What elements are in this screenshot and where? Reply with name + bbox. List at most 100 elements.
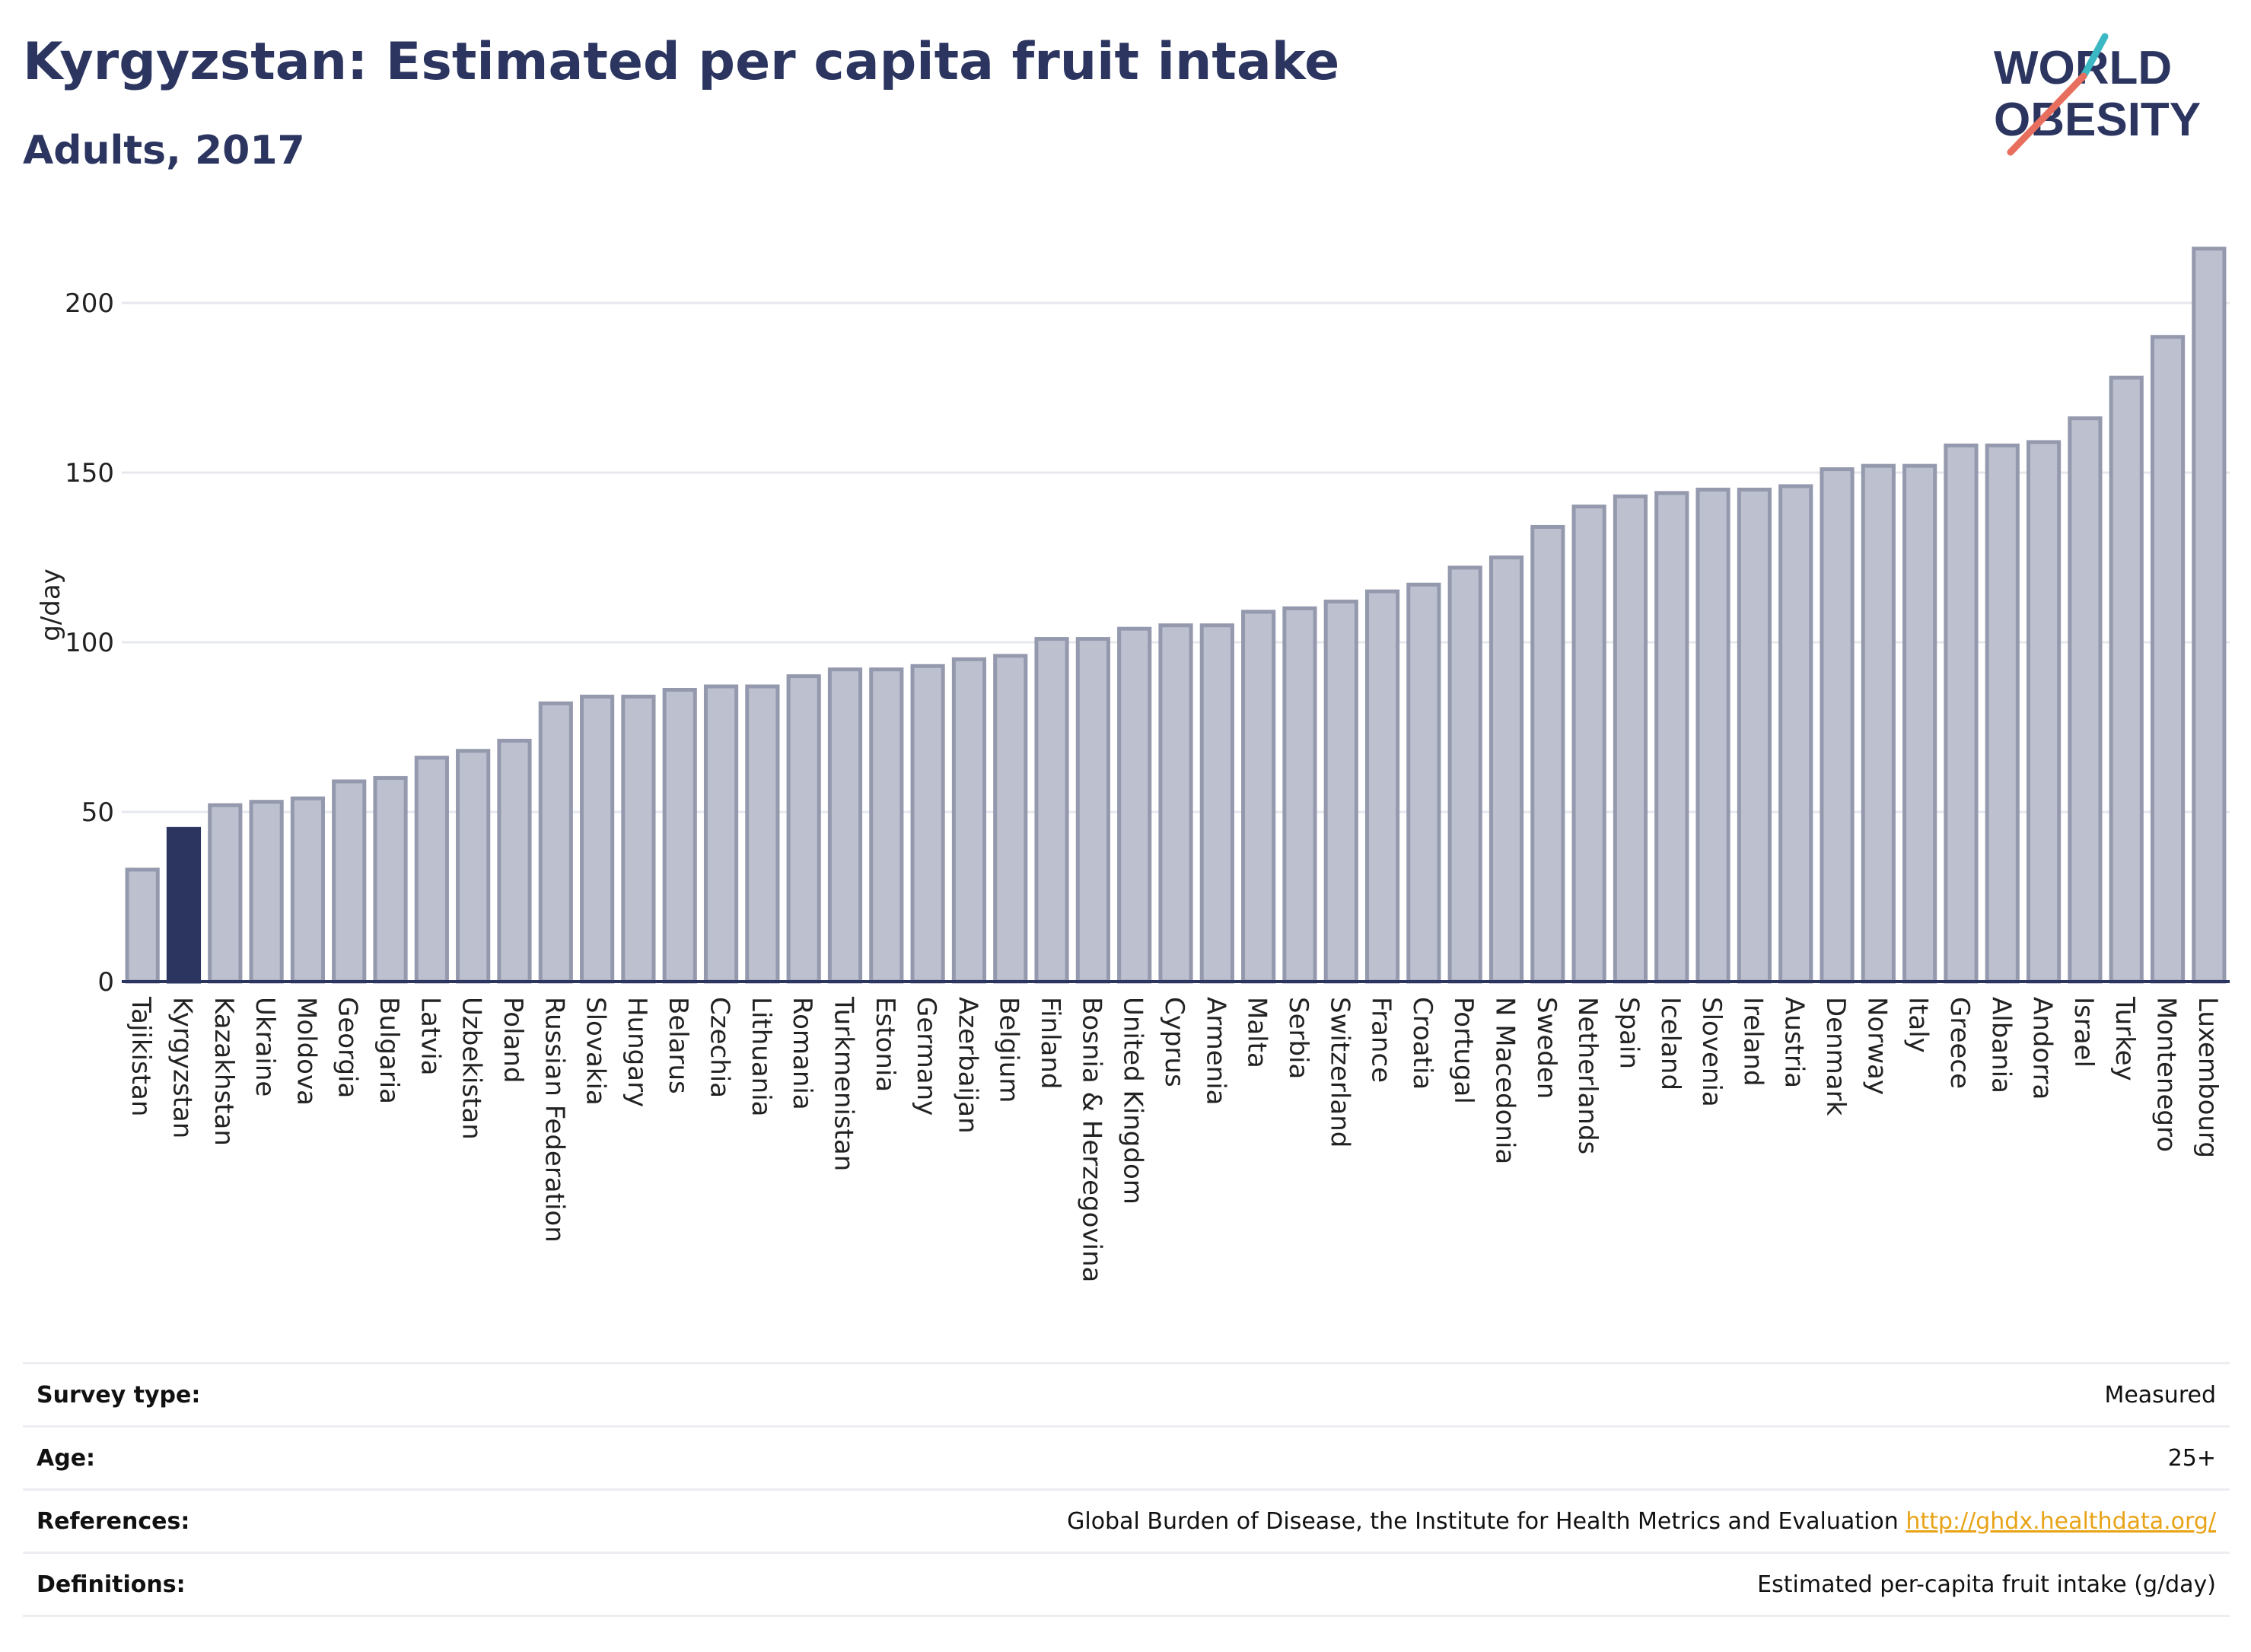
- bar: [869, 667, 904, 984]
- chart-subtitle: Adults, 2017: [23, 128, 305, 173]
- bar: [1199, 623, 1234, 984]
- x-tick-label: Germany: [911, 997, 941, 1116]
- bar: [125, 867, 160, 984]
- bar: [1861, 463, 1896, 984]
- bar: [2150, 335, 2186, 984]
- bar: [2026, 440, 2062, 984]
- x-tick-label: Croatia: [1407, 997, 1438, 1090]
- x-tick-label: Norway: [1861, 997, 1892, 1095]
- x-tick-label: Cyprus: [1159, 997, 1189, 1087]
- bar: [910, 664, 945, 984]
- info-value: Global Burden of Disease, the Institute …: [494, 1490, 2230, 1553]
- x-tick-label: Ireland: [1737, 997, 1768, 1087]
- bar: [1571, 505, 1606, 984]
- bar: [1158, 623, 1193, 984]
- x-tick-label: Malta: [1242, 997, 1272, 1068]
- bar: [538, 701, 573, 984]
- info-value-text: Global Burden of Disease, the Institute …: [1067, 1507, 1899, 1535]
- x-tick-label: Luxembourg: [2192, 997, 2223, 1158]
- bar: [1364, 589, 1400, 984]
- x-tick-label: Turkey: [2109, 996, 2140, 1081]
- y-tick-label: 100: [65, 628, 114, 658]
- chart-title: Kyrgyzstan: Estimated per capita fruit i…: [23, 32, 1340, 92]
- x-tick-label: Albania: [1985, 997, 2016, 1093]
- bar: [1902, 463, 1937, 984]
- bar: [166, 826, 202, 984]
- bar: [2068, 416, 2103, 984]
- bar: [1117, 626, 1152, 984]
- bar: [208, 803, 243, 984]
- x-tick-label: Hungary: [622, 997, 652, 1107]
- info-row-survey-type: Survey type: Measured: [23, 1363, 2230, 1427]
- info-row-definitions: Definitions: Estimated per-capita fruit …: [23, 1552, 2230, 1616]
- x-tick-label: Portugal: [1448, 997, 1479, 1104]
- x-tick-label: Tajikistan: [126, 996, 156, 1116]
- bar: [580, 694, 615, 984]
- bar: [1613, 494, 1648, 984]
- x-tick-label: Lithuania: [746, 997, 776, 1116]
- x-tick-label: Finland: [1035, 997, 1065, 1090]
- info-value-text: Measured: [2104, 1381, 2216, 1408]
- info-row-age: Age: 25+: [23, 1426, 2230, 1490]
- bar: [827, 667, 863, 984]
- x-tick-label: Iceland: [1655, 997, 1686, 1090]
- info-value: 25+: [494, 1427, 2230, 1490]
- x-tick-label: Russian Federation: [539, 997, 569, 1243]
- x-tick-label: Serbia: [1283, 997, 1313, 1079]
- x-tick-label: Georgia: [333, 997, 363, 1098]
- x-tick-label: Denmark: [1820, 997, 1851, 1116]
- bar: [1737, 487, 1772, 984]
- bar: [1323, 600, 1358, 984]
- bar: [1820, 467, 1855, 984]
- bar: [1075, 637, 1110, 984]
- reference-link[interactable]: http://ghdx.healthdata.org/: [1906, 1507, 2216, 1535]
- y-tick-label: 150: [65, 458, 114, 489]
- x-tick-label: Poland: [498, 997, 528, 1084]
- bar: [951, 657, 987, 984]
- x-tick-label: Estonia: [870, 997, 900, 1092]
- x-tick-label: Czechia: [705, 997, 735, 1098]
- x-tick-label: Armenia: [1200, 997, 1231, 1106]
- x-tick-label: Andorra: [2027, 997, 2058, 1100]
- logo-slash-salmon: [2007, 72, 2087, 156]
- x-tick-label: Latvia: [415, 997, 445, 1076]
- x-tick-label: Switzerland: [1324, 997, 1355, 1147]
- bar: [786, 674, 821, 984]
- bar: [993, 654, 1028, 984]
- bar: [703, 684, 739, 984]
- y-axis-label: g/day: [36, 568, 66, 641]
- bar: [662, 687, 697, 984]
- info-label: Age:: [37, 1444, 96, 1472]
- bar: [373, 775, 408, 984]
- info-label: Definitions:: [37, 1571, 186, 1598]
- bar: [1447, 565, 1482, 984]
- bar: [1241, 610, 1276, 984]
- bar: [1778, 484, 1813, 984]
- x-tick-label: Kazakhstan: [209, 997, 239, 1146]
- logo-line-world: WORLD: [1994, 42, 2172, 94]
- info-table: Survey type: Measured Age: 25+ Reference…: [23, 1362, 2230, 1617]
- x-tick-label: Uzbekistan: [457, 997, 487, 1140]
- info-row-references: References: Global Burden of Disease, th…: [23, 1489, 2230, 1553]
- bar: [745, 684, 780, 984]
- x-tick-label: Montenegro: [2151, 997, 2182, 1152]
- bar: [2192, 247, 2227, 984]
- x-tick-label: Ukraine: [250, 997, 280, 1097]
- world-obesity-logo: WORLD OBESITY: [1994, 33, 2201, 156]
- info-label: Survey type:: [37, 1381, 201, 1408]
- bar: [1654, 491, 1689, 984]
- x-tick-label: Greece: [1944, 997, 1975, 1089]
- bar-chart: 0 50 100 150 200 g/day Tajikistan Kyrgyzstan Kaz…: [36, 247, 2230, 1282]
- info-value: Measured: [494, 1364, 2230, 1427]
- info-label: References:: [37, 1507, 190, 1535]
- y-tick-label: 50: [81, 797, 114, 828]
- bar: [1488, 555, 1524, 984]
- x-tick-label: Italy: [1903, 997, 1934, 1053]
- bar: [290, 796, 326, 984]
- x-tick-label: United Kingdom: [1118, 997, 1148, 1205]
- logo-slash-teal: [2080, 33, 2109, 80]
- bar: [456, 749, 491, 984]
- x-tick-label: France: [1366, 997, 1396, 1083]
- bar: [1034, 637, 1069, 984]
- bar: [621, 694, 656, 984]
